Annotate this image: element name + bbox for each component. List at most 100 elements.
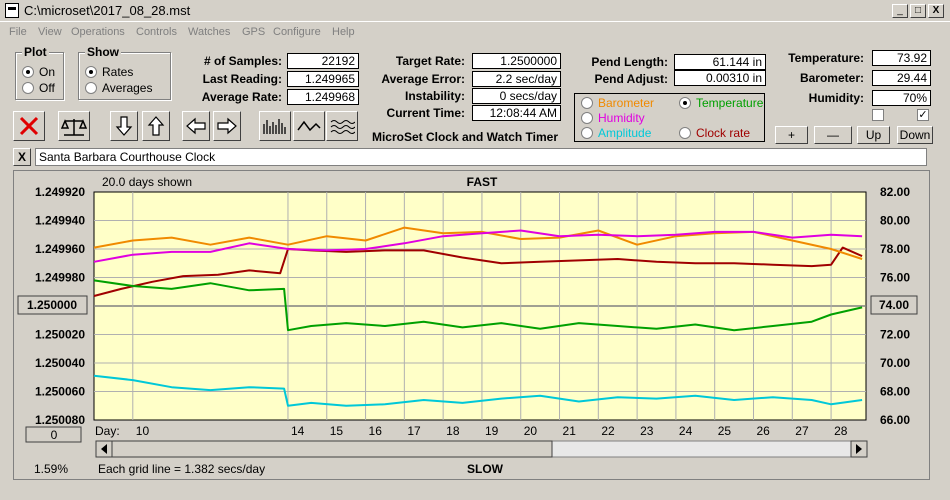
radio-selected-icon: [22, 66, 34, 78]
barometer-label: Barometer:: [799, 71, 864, 85]
left-tick-label: 1.250080: [35, 413, 85, 427]
left-center-value: 1.250000: [27, 298, 77, 312]
close-button[interactable]: X: [928, 4, 944, 18]
red-x-icon: [19, 116, 39, 136]
temperature-label: Temperature:: [788, 51, 864, 65]
maximize-button[interactable]: □: [910, 4, 926, 18]
day-tick-label: 17: [407, 424, 421, 438]
scrollbar-thumb[interactable]: [111, 440, 553, 458]
legend-temperature[interactable]: Temperature: [679, 96, 763, 110]
left-tick-label: 1.249960: [35, 242, 85, 256]
series-line-clock-rate: [93, 246, 863, 297]
last-reading-label: Last Reading:: [202, 72, 282, 86]
wave-view-button[interactable]: [326, 111, 358, 141]
app-icon: [5, 3, 19, 18]
samples-value: 22192: [287, 53, 359, 69]
pend-length-label: Pend Length:: [591, 55, 668, 69]
scale-plus-button[interactable]: +: [775, 126, 808, 144]
clear-clock-name-button[interactable]: X: [13, 148, 31, 166]
right-tick-label: 70.00: [880, 356, 910, 370]
menu-view[interactable]: View: [38, 26, 62, 38]
title-bar: C:\microset\2017_08_28.mst _ □ X: [0, 0, 950, 22]
right-tick-label: 78.00: [880, 242, 910, 256]
arrow-down-icon: [115, 116, 133, 136]
wave-graph-icon: [330, 120, 355, 134]
right-center-button[interactable]: [870, 295, 918, 315]
menu-operations[interactable]: Operations: [71, 26, 125, 38]
option-checkbox-2[interactable]: ✓: [917, 109, 929, 121]
day-tick-label: 22: [601, 424, 615, 438]
window-title: C:\microset\2017_08_28.mst: [24, 3, 191, 18]
option-checkbox-1[interactable]: [872, 109, 884, 121]
radio-empty-icon: [679, 127, 691, 139]
arrow-left-icon: [186, 117, 206, 135]
radio-selected-icon: [85, 66, 97, 78]
left-tick-label: 1.249980: [35, 271, 85, 285]
left-tick-label: 1.250040: [35, 356, 85, 370]
scale-up-button[interactable]: Up: [857, 126, 890, 144]
menu-controls[interactable]: Controls: [136, 26, 177, 38]
right-tick-label: 76.00: [880, 271, 910, 285]
scale-minus-button[interactable]: —: [814, 126, 852, 144]
menu-help[interactable]: Help: [332, 26, 355, 38]
balance-scale-icon: [61, 119, 87, 136]
scroll-down-button[interactable]: [110, 111, 138, 141]
pend-adjust-label: Pend Adjust:: [594, 72, 668, 86]
menu-configure[interactable]: Configure: [273, 26, 321, 38]
day-tick-label: 14: [291, 424, 305, 438]
scroll-right-button[interactable]: [213, 111, 241, 141]
show-group-title: Show: [85, 45, 121, 59]
bar-view-button[interactable]: [259, 111, 291, 141]
line-view-button[interactable]: [293, 111, 325, 141]
average-rate-label: Average Rate:: [201, 90, 282, 104]
fast-label: FAST: [467, 175, 498, 189]
legend-amplitude[interactable]: Amplitude: [581, 126, 651, 140]
pend-adjust-value: 0.00310 in: [674, 70, 766, 86]
menu-file[interactable]: File: [9, 26, 27, 38]
day-tick-label: 24: [679, 424, 693, 438]
barometer-value: 29.44: [872, 70, 931, 86]
arrow-right-icon: [217, 117, 237, 135]
clock-name-field[interactable]: Santa Barbara Courthouse Clock: [35, 148, 927, 166]
scroll-left-button[interactable]: [182, 111, 210, 141]
average-error-label: Average Error:: [381, 72, 465, 86]
legend-barometer[interactable]: Barometer: [581, 96, 654, 110]
right-tick-label: 82.00: [880, 185, 910, 199]
series-line-temperature: [93, 279, 863, 332]
scroll-left-arrow-icon: [101, 444, 107, 454]
app-title: MicroSet Clock and Watch Timer: [371, 130, 559, 144]
radio-empty-icon: [581, 127, 593, 139]
menu-gps[interactable]: GPS: [242, 26, 266, 38]
day-tick-label: 16: [369, 424, 383, 438]
samples-label: # of Samples:: [203, 54, 282, 68]
menu-bar: File View Operations Controls Watches GP…: [0, 24, 950, 42]
plot-group-title: Plot: [22, 45, 49, 59]
show-rates-radio[interactable]: Rates: [85, 65, 133, 79]
minimize-button[interactable]: _: [892, 4, 908, 18]
menu-watches[interactable]: Watches: [188, 26, 231, 38]
day-tick-label: 10: [136, 424, 150, 438]
temperature-value: 73.92: [872, 50, 931, 66]
scroll-up-button[interactable]: [142, 111, 170, 141]
zero-button[interactable]: [25, 426, 82, 443]
left-center-button[interactable]: [17, 295, 88, 315]
scroll-right-arrow-icon: [856, 444, 862, 454]
day-tick-label: 23: [640, 424, 654, 438]
zoom-percent: 1.59%: [34, 462, 68, 476]
radio-selected-icon: [679, 97, 691, 109]
day-axis-label: Day:: [95, 424, 120, 438]
stop-button[interactable]: [13, 111, 45, 141]
average-error-value: 2.2 sec/day: [472, 71, 561, 87]
last-reading-value: 1.249965: [287, 71, 359, 87]
grid-line-note: Each grid line = 1.382 secs/day: [98, 462, 265, 476]
legend-humidity[interactable]: Humidity: [581, 111, 645, 125]
left-tick-label: 1.250020: [35, 328, 85, 342]
show-averages-radio[interactable]: Averages: [85, 81, 152, 95]
balance-button[interactable]: [58, 111, 90, 141]
legend-clock-rate[interactable]: Clock rate: [679, 126, 750, 140]
plot-on-radio[interactable]: On: [22, 65, 55, 79]
days-shown-label: 20.0 days shown: [102, 175, 192, 189]
rate-chart: 1.249920 1.249940 1.249960 1.249980 1.250020…: [17, 175, 918, 476]
plot-off-radio[interactable]: Off: [22, 81, 55, 95]
scale-down-button[interactable]: Down: [897, 126, 933, 144]
